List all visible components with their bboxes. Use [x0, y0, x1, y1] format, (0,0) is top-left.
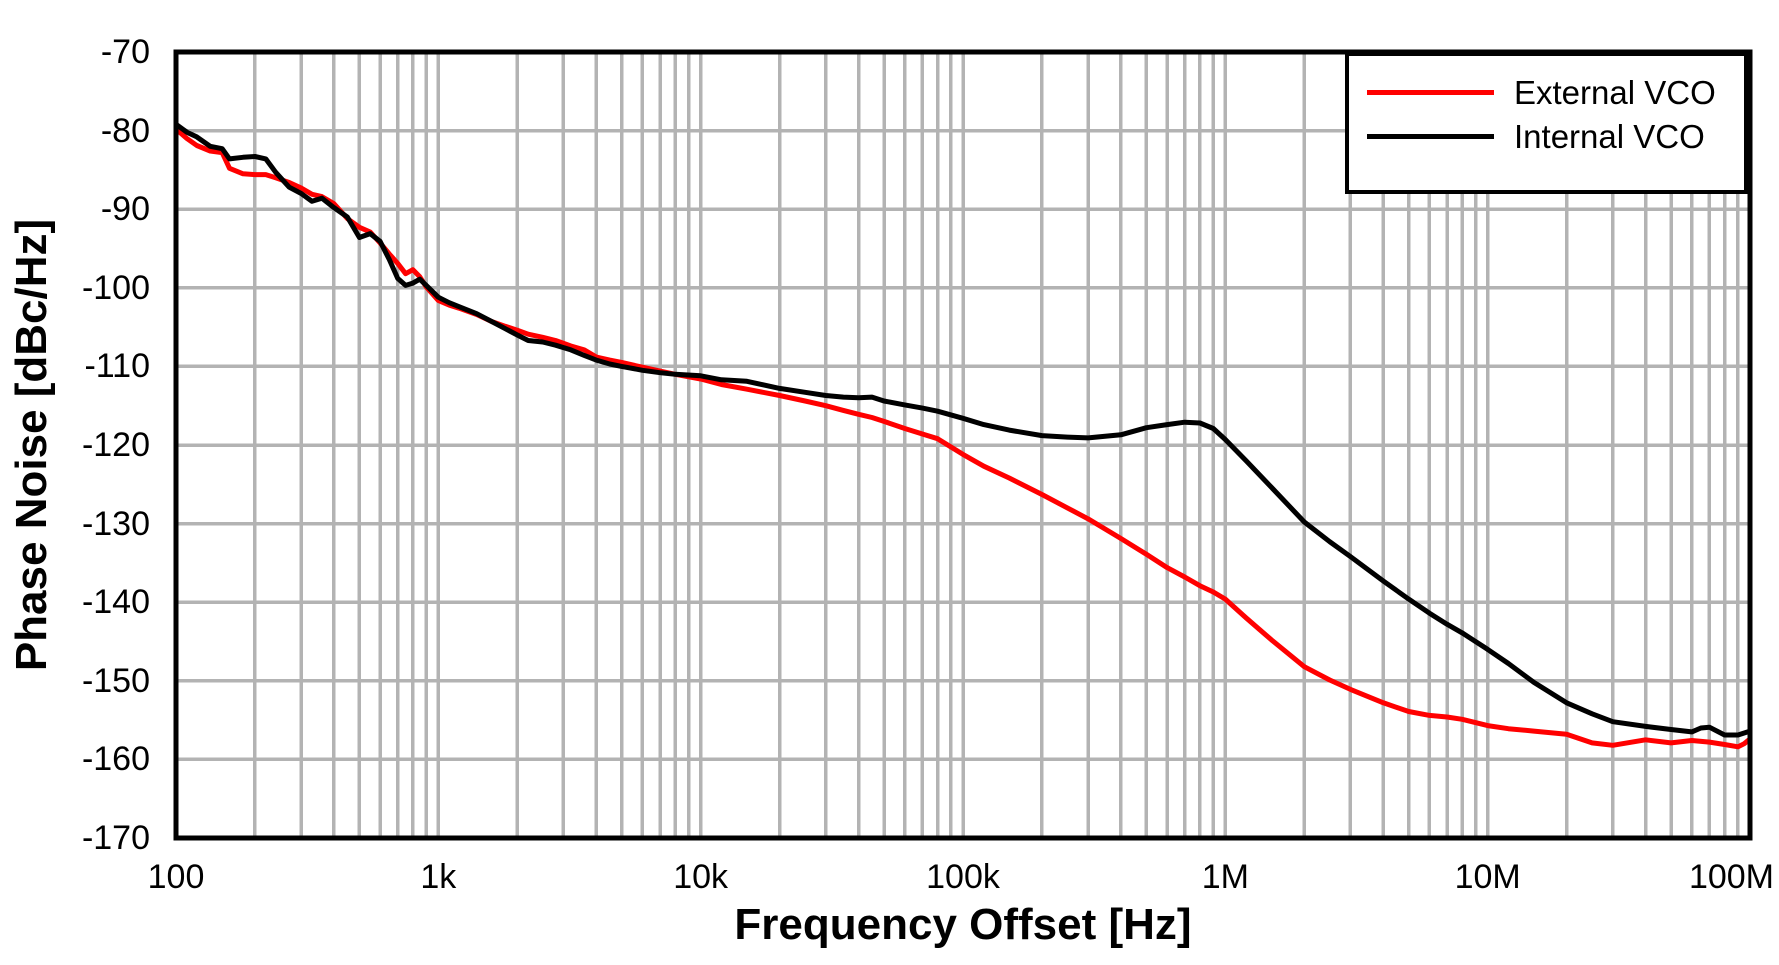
legend-item-external-vco: External VCO [1349, 70, 1744, 114]
y-tick-label: -130 [81, 504, 150, 543]
legend-item-internal-vco: Internal VCO [1349, 114, 1744, 158]
legend: External VCO Internal VCO [1345, 52, 1748, 194]
x-tick-label: 1k [420, 858, 457, 896]
legend-line-sample-external [1367, 89, 1494, 95]
y-tick-label: -120 [81, 426, 150, 464]
gridlines [176, 52, 1750, 838]
y-tick-label: -90 [100, 190, 150, 229]
series-line-internal-vco [176, 121, 1750, 738]
x-axis-title: Frequency Offset [Hz] [734, 900, 1192, 949]
x-tick-label: 10M [1454, 858, 1521, 896]
x-tick-label: 100M [1688, 858, 1774, 896]
legend-label-internal: Internal VCO [1514, 117, 1705, 155]
y-tick-label: -160 [81, 740, 150, 779]
y-tick-label: -140 [81, 583, 150, 622]
legend-line-sample-internal [1367, 133, 1494, 139]
y-tick-label: -170 [81, 819, 150, 857]
x-tick-label: 1M [1201, 858, 1249, 896]
x-tick-label: 100k [926, 858, 1000, 896]
plot-border [173, 49, 1753, 841]
x-tick-label: 100 [147, 858, 205, 896]
legend-label-external: External VCO [1514, 73, 1716, 111]
y-tick-label: -110 [84, 347, 150, 386]
y-tick-label: -70 [100, 33, 150, 71]
y-tick-label: -100 [81, 268, 150, 307]
x-tick-label: 10k [673, 858, 729, 896]
y-tick-label: -150 [81, 661, 150, 700]
y-tick-label: -80 [100, 111, 150, 150]
